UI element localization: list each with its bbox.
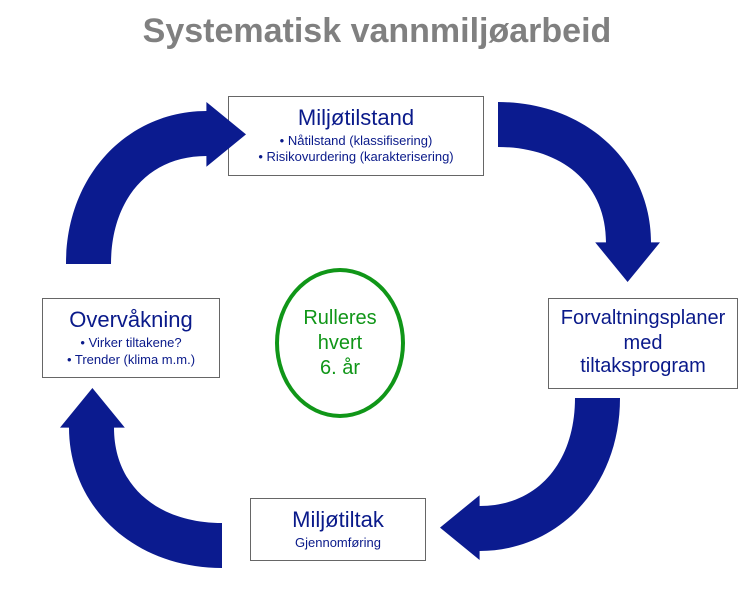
center-line2: hvert [318, 332, 362, 354]
box-bottom-sub: Gjennomføring [261, 535, 415, 552]
box-overvakning: Overvåkning • Virker tiltakene? • Trende… [42, 298, 220, 378]
arrow-top-left [66, 102, 246, 282]
box-top-bullet2: • Risikovurdering (karakterisering) [239, 149, 473, 165]
box-bottom-title: Miljøtiltak [261, 507, 415, 533]
center-text: Rulleres hvert 6. år [303, 306, 376, 381]
page-title: Systematisk vannmiljøarbeid [0, 12, 754, 51]
box-left-bullet2: • Trender (klima m.m.) [53, 352, 209, 369]
center-line1: Rulleres [303, 307, 376, 329]
box-top-title: Miljøtilstand [239, 105, 473, 131]
box-forvaltningsplaner: Forvaltningsplaner med tiltaksprogram [548, 298, 738, 389]
arrow-bottom-right [440, 380, 620, 560]
box-miljotiltak: Miljøtiltak Gjennomføring [250, 498, 426, 561]
box-left-bullet1: • Virker tiltakene? [53, 335, 209, 352]
box-right-sub: med tiltaksprogram [559, 332, 727, 378]
arrow-top-right [480, 102, 660, 282]
box-left-title: Overvåkning [53, 307, 209, 333]
box-miljotilstand: Miljøtilstand • Nåtilstand (klassifiseri… [228, 96, 484, 176]
center-line3: 6. år [320, 357, 360, 379]
box-top-bullet1: • Nåtilstand (klassifisering) [239, 133, 473, 149]
box-right-title: Forvaltningsplaner [559, 307, 727, 330]
center-ellipse: Rulleres hvert 6. år [275, 268, 405, 418]
arrow-bottom-left [60, 388, 240, 568]
